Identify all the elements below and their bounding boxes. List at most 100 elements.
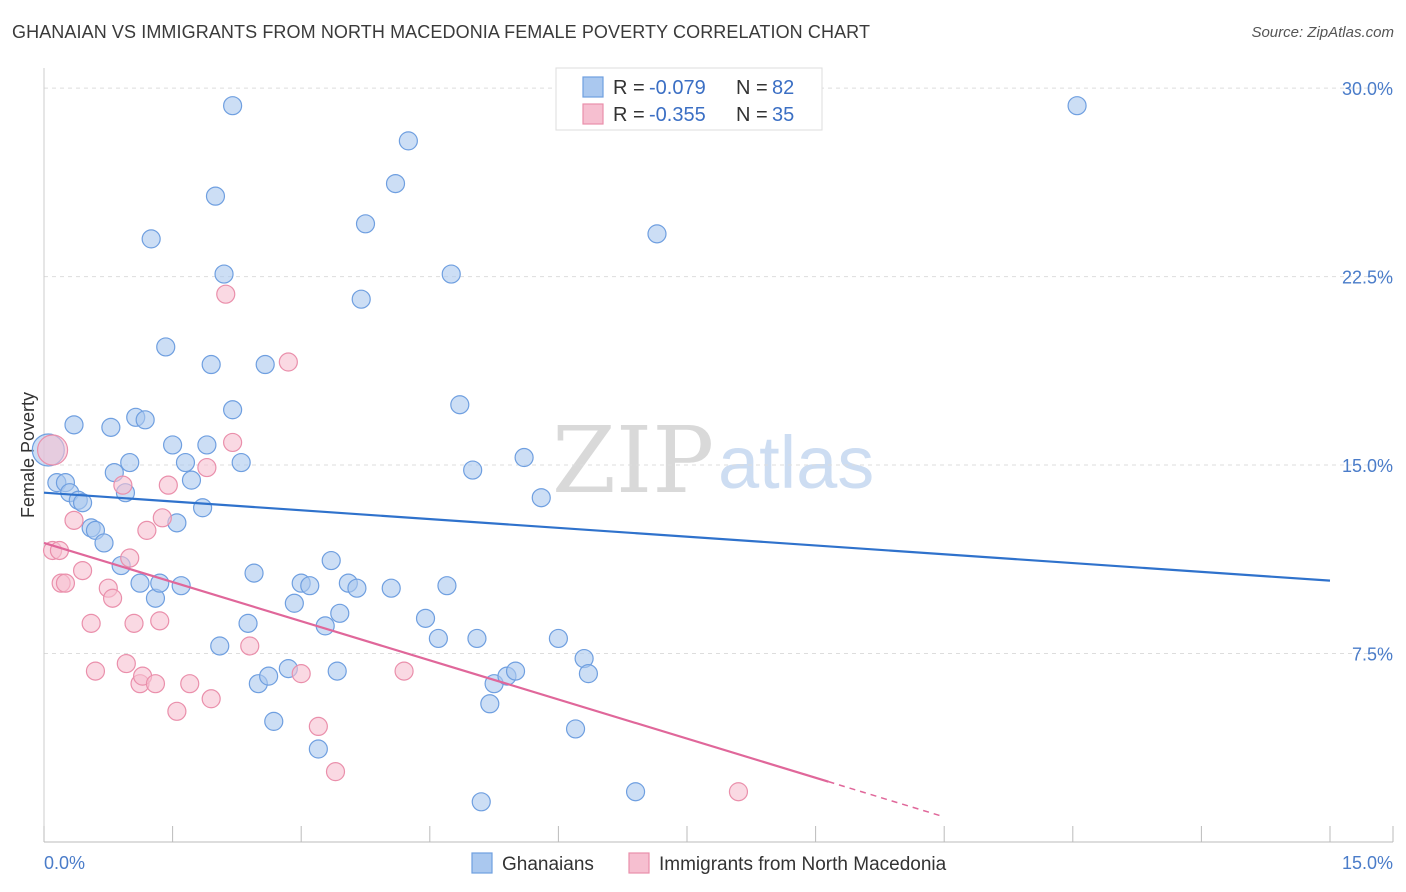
north-macedonia-point-31 [308, 716, 328, 737]
legend-r-label-2: R = [613, 104, 645, 126]
ghanaian-point-14 [120, 452, 140, 473]
ghanaian-point-43 [284, 593, 304, 613]
ghanaian-point-18 [141, 229, 161, 249]
ghanaian-point-26 [181, 470, 202, 490]
trend-line-ghanaians [43, 491, 1331, 582]
ghanaian-point-29 [201, 354, 221, 375]
north-macedonia-point-34 [728, 782, 749, 802]
north-macedonia-point-21 [158, 475, 178, 495]
ghanaian-point-59 [428, 628, 448, 649]
ghanaian-point-40 [259, 666, 279, 686]
north-macedonia-point-24 [197, 457, 217, 478]
x-tick-label-max: 15.0% [1342, 853, 1393, 873]
north-macedonia-point-13 [120, 548, 140, 568]
legend-n-label-1: N = [736, 77, 768, 99]
watermark-zip: ZIP [552, 407, 714, 514]
north-macedonia-point-30 [291, 664, 311, 684]
ghanaian-point-32 [214, 264, 234, 284]
legend-n-value-1: 82 [772, 77, 794, 99]
ghanaian-point-55 [381, 578, 401, 598]
ghanaian-point-77 [647, 224, 667, 244]
north-macedonia-point-23 [180, 674, 200, 694]
north-macedonia-point-11 [113, 475, 133, 495]
ghanaian-point-54 [355, 214, 376, 234]
ghanaian-point-31 [210, 636, 230, 656]
north-macedonia-point-19 [150, 611, 170, 631]
ghanaian-point-76 [625, 782, 646, 802]
ghanaian-point-64 [467, 628, 487, 649]
ghanaian-point-61 [441, 264, 461, 284]
ghanaian-point-70 [514, 447, 534, 468]
ghanaian-point-34 [223, 400, 243, 420]
north-macedonia-point-32 [325, 762, 346, 782]
ghanaian-point-17 [135, 410, 155, 430]
north-macedonia-point-14 [124, 613, 144, 633]
ghanaian-point-73 [565, 719, 586, 739]
ghanaian-point-6 [72, 493, 93, 513]
north-macedonia-point-17 [137, 520, 157, 540]
ghanaian-point-22 [163, 435, 183, 455]
trend-line-north-macedonia-extension [828, 780, 945, 818]
source-label: Source: ZipAtlas.com [1251, 24, 1394, 41]
legend-bottom-north-macedonia: Immigrants from North Macedonia [659, 854, 947, 875]
ghanaian-point-50 [330, 603, 350, 623]
ghanaian-point-10 [101, 417, 121, 437]
ghanaian-point-53 [351, 289, 371, 309]
chart-title: GHANAIAN VS IMMIGRANTS FROM NORTH MACEDO… [12, 22, 871, 42]
ghanaian-point-25 [175, 452, 196, 473]
ghanaian-point-30 [205, 186, 226, 206]
north-macedonia-point-6 [72, 560, 93, 581]
ghanaian-point-27 [193, 498, 213, 518]
y-tick-label-0: 7.5% [1352, 645, 1393, 665]
north-macedonia-point-4 [55, 573, 76, 593]
ghanaian-point-62 [450, 395, 470, 415]
x-ticks [43, 826, 1394, 842]
ghanaian-point-28 [197, 435, 217, 455]
trend-line-north-macedonia [43, 541, 829, 783]
ghanaian-point-3 [64, 415, 84, 435]
ghanaian-point-21 [156, 337, 176, 357]
y-tick-label-1: 15.0% [1342, 456, 1393, 476]
legend-bottom-swatch-pink [628, 852, 650, 874]
ghanaian-point-37 [244, 563, 264, 583]
north-macedonia-point-20 [152, 508, 172, 528]
trend-lines [43, 491, 1331, 818]
ghanaian-point-9 [94, 533, 114, 553]
ghanaian-point-72 [548, 628, 569, 649]
ghanaian-point-49 [327, 661, 347, 681]
ghanaian-point-57 [398, 131, 418, 151]
ghanaian-point-69 [505, 661, 526, 681]
legend-swatch-pink [582, 103, 604, 125]
ghanaian-point-60 [437, 576, 457, 596]
ghanaian-point-41 [264, 711, 284, 731]
ghanaian-point-46 [308, 739, 328, 759]
ghanaian-point-56 [385, 173, 406, 194]
ghanaian-point-66 [480, 694, 500, 714]
ghanaian-point-39 [255, 354, 275, 375]
legend-bottom-swatch-blue [471, 852, 493, 874]
legend-n-label-2: N = [736, 104, 768, 126]
north-macedonia-point-33 [394, 661, 414, 681]
y-tick-label-3: 30.0% [1342, 79, 1393, 99]
ghanaian-point-33 [223, 96, 243, 116]
legend-r-label-1: R = [613, 77, 645, 99]
y-axis-title: Female Poverty [18, 392, 38, 518]
ghanaian-point-58 [415, 608, 436, 628]
north-macedonia-point-22 [167, 701, 187, 721]
ghanaian-point-78 [1067, 96, 1087, 116]
legend-n-value-2: 35 [772, 104, 794, 126]
x-tick-label-min: 0.0% [44, 853, 85, 873]
north-macedonia-point-0 [36, 434, 69, 466]
ghanaian-point-48 [321, 550, 341, 571]
north-macedonia-point-18 [145, 674, 166, 694]
north-macedonia-point-27 [223, 432, 243, 453]
y-tick-label-2: 22.5% [1342, 268, 1393, 288]
north-macedonia-point-29 [278, 352, 298, 372]
legend-bottom-ghanaians: Ghanaians [502, 854, 594, 875]
ghanaian-point-65 [471, 792, 491, 812]
north-macedonia-point-28 [240, 636, 260, 656]
ghanaian-point-45 [300, 576, 320, 596]
ghanaian-point-52 [347, 578, 367, 598]
ghanaian-point-16 [130, 573, 150, 593]
